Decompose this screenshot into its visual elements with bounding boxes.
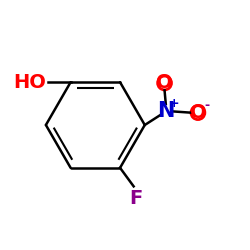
Text: O: O <box>156 74 173 92</box>
Text: O: O <box>190 103 206 122</box>
Text: N: N <box>157 102 174 121</box>
Text: HO: HO <box>13 73 46 92</box>
Text: F: F <box>130 189 143 208</box>
Text: -: - <box>205 99 210 112</box>
Text: +: + <box>168 98 179 110</box>
